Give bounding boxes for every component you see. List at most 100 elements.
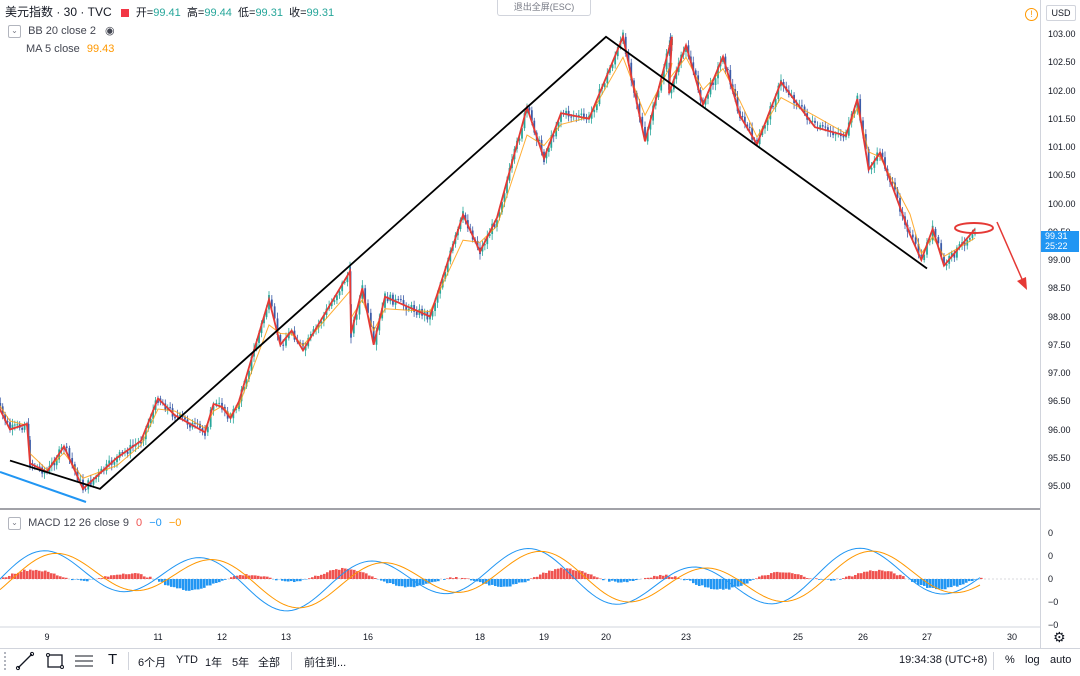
macd-histogram-bar [512,579,515,584]
macd-histogram-bar [779,572,782,579]
trendline [10,37,927,489]
macd-histogram-bar [392,579,395,584]
rectangle-tool-icon[interactable] [44,650,66,672]
macd-histogram-bar [257,576,260,579]
macd-histogram-bar [98,578,101,579]
macd-histogram-bar [962,579,965,584]
goto-date-button[interactable]: 前往到... [304,654,346,670]
macd-histogram-bar [719,579,722,589]
macd-tick-label: 0 [1048,551,1053,561]
macd-histogram-bar [509,579,512,586]
macd-histogram-bar [374,578,377,579]
range-ytd[interactable]: YTD [176,654,198,666]
macd-histogram-bar [191,579,194,590]
arrow-head [1017,277,1027,290]
macd-histogram-bar [728,579,731,590]
macd-histogram-bar [782,572,785,579]
macd-histogram-bar [626,579,629,582]
macd-histogram-bar [527,579,530,581]
macd-tick-label: 0 [1048,574,1053,584]
macd-histogram-bar [32,570,35,579]
macd-histogram-bar [20,572,23,579]
range-1y[interactable]: 1年 [205,654,222,670]
macd-histogram-bar [254,575,257,579]
macd-histogram-bar [785,573,788,579]
candle-body [715,78,717,85]
macd-histogram-bar [818,579,821,580]
clock-timezone[interactable]: 19:34:38 (UTC+8) [899,654,987,666]
log-toggle[interactable]: log [1025,654,1040,666]
time-tick-label: 19 [539,632,549,642]
macd-histogram-bar [629,579,632,581]
macd-histogram-bar [452,578,455,579]
macd-histogram-bar [968,579,971,581]
settings-gear-icon[interactable]: ⚙ [1053,629,1066,646]
macd-histogram-bar [947,579,950,587]
macd-histogram-bar [860,573,863,579]
macd-histogram-bar [173,579,176,587]
time-tick-label: 26 [858,632,868,642]
macd-histogram-bar [602,579,605,580]
ma-legend[interactable]: MA 5 close 99.43 [26,42,114,56]
time-tick-label: 18 [475,632,485,642]
macd-histogram-bar [218,579,221,582]
macd-histogram-bar [224,579,227,580]
macd-histogram-bar [491,579,494,585]
macd-histogram-bar [959,579,962,585]
macd-histogram-bar [590,574,593,579]
macd-histogram-bar [713,579,716,589]
candle-body [749,127,751,128]
macd-histogram-bar [671,577,674,579]
macd-histogram-bar [710,579,713,589]
text-tool-icon[interactable]: T [108,651,117,668]
price-tick-label: 103.00 [1048,29,1076,39]
range-all[interactable]: 全部 [258,654,280,670]
range-5y[interactable]: 5年 [232,654,249,670]
macd-histogram-bar [650,578,653,579]
candle-body [969,238,971,240]
macd-value-1: 0 [136,517,142,529]
macd-histogram-bar [848,576,851,579]
trendline-tool-icon[interactable] [14,650,36,672]
macd-histogram-bar [185,579,188,591]
macd-histogram-bar [854,575,857,579]
macd-histogram-bar [206,579,209,586]
macd-histogram-bar [326,572,329,579]
macd-histogram-bar [842,578,845,579]
macd-histogram-bar [764,575,767,579]
candle-body [14,424,16,425]
macd-histogram-bar [614,579,617,582]
macd-histogram-bar [380,579,383,581]
eye-icon[interactable]: ◉ [105,25,115,37]
macd-histogram-bar [494,579,497,586]
candle-body [400,299,402,300]
collapse-icon[interactable]: ⌄ [8,25,21,38]
fib-tool-icon[interactable] [73,650,95,672]
macd-legend[interactable]: ⌄ MACD 12 26 close 9 0 −0 −0 [8,516,181,530]
range-6m[interactable]: 6个月 [138,654,166,670]
macd-histogram-bar [41,571,44,579]
macd-histogram-bar [131,573,134,579]
ohlc-low-value: 99.31 [255,7,283,19]
currency-badge[interactable]: USD [1046,5,1076,21]
macd-histogram-bar [389,579,392,583]
macd-histogram-bar [125,574,128,579]
percent-toggle[interactable]: % [1005,654,1015,666]
macd-histogram-bar [857,573,860,579]
macd-histogram-bar [119,575,122,579]
macd-collapse-icon[interactable]: ⌄ [8,517,21,530]
macd-histogram-bar [758,577,761,579]
exit-fullscreen-button[interactable]: 退出全屏(ESC) [497,0,591,16]
macd-histogram-bar [863,572,866,579]
bb-legend[interactable]: ⌄ BB 20 close 2 ◉ [8,24,115,38]
macd-histogram-bar [902,576,905,579]
auto-toggle[interactable]: auto [1050,654,1071,666]
macd-histogram-bar [113,575,116,579]
alert-icon[interactable]: ! [1025,8,1038,21]
price-axis[interactable] [1040,0,1080,650]
macd-histogram-bar [308,578,311,579]
macd-histogram-bar [47,572,50,579]
flag-icon[interactable] [121,9,129,17]
drag-handle-icon[interactable] [4,652,12,670]
